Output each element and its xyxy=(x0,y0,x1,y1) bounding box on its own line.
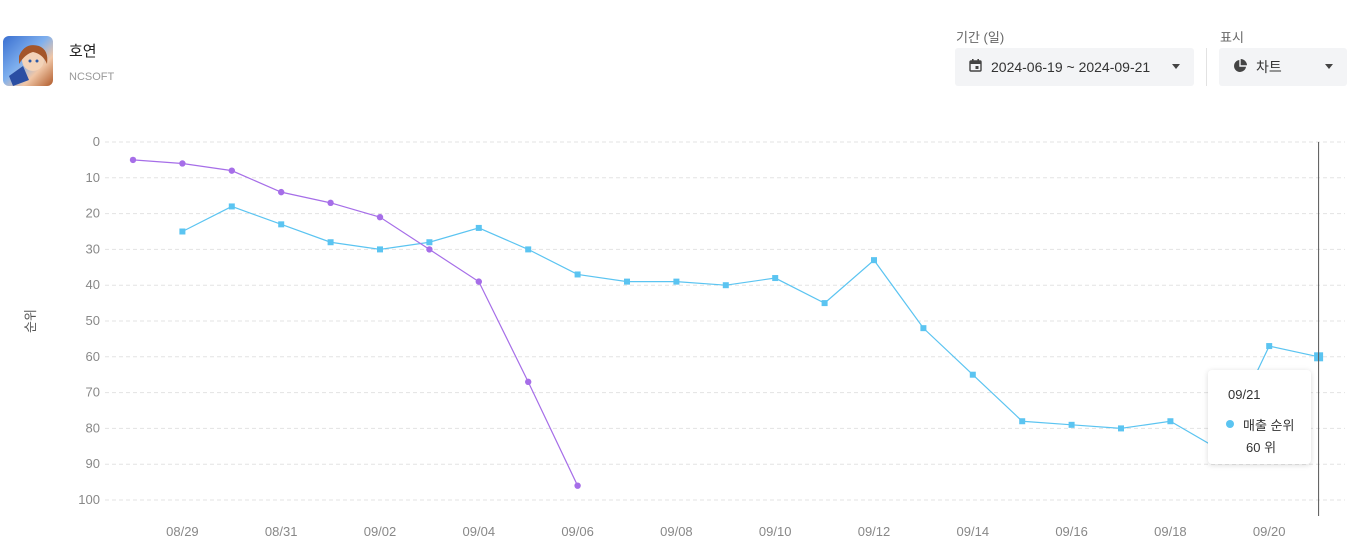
tooltip-series-name: 매출 순위 xyxy=(1243,418,1295,433)
chevron-down-icon xyxy=(1325,64,1333,69)
x-tick-label: 09/12 xyxy=(858,524,891,539)
data-point xyxy=(525,378,532,386)
data-point xyxy=(1019,418,1026,425)
pie-chart-icon xyxy=(1233,58,1247,76)
data-point xyxy=(1167,418,1174,425)
data-point xyxy=(871,257,877,264)
series-line xyxy=(182,205,1319,451)
tooltip-series-dot xyxy=(1226,420,1234,428)
tooltip-series-value: 60 위 xyxy=(1246,440,1277,455)
data-point xyxy=(278,188,285,196)
x-tick-label: 08/31 xyxy=(265,524,298,539)
series-line xyxy=(132,159,579,486)
data-point xyxy=(179,228,186,235)
data-point xyxy=(821,300,828,307)
x-tick-label: 09/10 xyxy=(759,524,792,539)
data-point xyxy=(772,275,779,282)
data-point xyxy=(129,156,137,164)
data-point xyxy=(475,278,482,285)
x-tick-label: 08/29 xyxy=(166,524,199,539)
data-point xyxy=(179,160,186,167)
data-point xyxy=(327,199,334,207)
period-label: 기간 (일) xyxy=(956,30,1005,45)
game-character-icon xyxy=(3,36,53,86)
y-tick-label: 60 xyxy=(86,349,100,364)
data-point xyxy=(278,221,285,228)
data-point xyxy=(426,246,433,253)
display-dropdown[interactable]: 차트 xyxy=(1219,48,1347,86)
data-point xyxy=(228,167,235,174)
grid xyxy=(105,141,1345,501)
data-point xyxy=(1266,343,1273,350)
x-tick-label: 09/06 xyxy=(561,524,594,539)
y-tick-label: 0 xyxy=(93,134,100,149)
data-point xyxy=(969,371,976,378)
data-point xyxy=(475,224,482,231)
x-tick-label: 09/02 xyxy=(364,524,397,539)
x-tick-label: 09/04 xyxy=(463,524,496,539)
data-point xyxy=(1068,421,1075,428)
y-tick-label: 100 xyxy=(78,492,100,507)
app-header: 호연 NCSOFT 기간 (일) 2024-06-19 ~ 2024-09-21… xyxy=(0,0,1349,110)
y-axis-label: 순위 xyxy=(23,309,38,333)
series-1 xyxy=(179,203,1324,453)
divider xyxy=(1206,48,1207,86)
data-point xyxy=(624,278,630,285)
y-tick-label: 40 xyxy=(86,277,100,292)
data-point xyxy=(673,278,680,285)
data-point xyxy=(228,203,235,210)
calendar-icon xyxy=(969,59,982,75)
rank-chart: 0 10 20 30 40 50 60 70 80 90 100 08/29 08/31 09/02 09… xyxy=(23,134,1345,539)
data-point xyxy=(1118,425,1124,432)
y-axis: 0 10 20 30 40 50 60 70 80 90 100 xyxy=(78,134,100,507)
y-tick-label: 80 xyxy=(86,420,100,435)
y-tick-label: 70 xyxy=(86,385,100,400)
data-point xyxy=(574,482,581,489)
y-tick-label: 10 xyxy=(86,170,100,185)
data-point xyxy=(327,239,334,246)
app-title: 호연 xyxy=(69,43,97,60)
data-point xyxy=(920,325,927,332)
data-point xyxy=(377,246,383,253)
data-point xyxy=(722,282,729,289)
y-tick-label: 90 xyxy=(86,456,100,471)
data-point xyxy=(376,213,384,221)
series-layer xyxy=(129,156,1324,489)
y-tick-label: 50 xyxy=(86,313,100,328)
chevron-down-icon xyxy=(1172,64,1180,69)
y-tick-label: 30 xyxy=(86,241,100,256)
data-point xyxy=(525,246,532,253)
series-2 xyxy=(129,156,581,489)
chart-tooltip: 09/21 매출 순위 60 위 xyxy=(1208,370,1311,464)
period-dropdown[interactable]: 2024-06-19 ~ 2024-09-21 xyxy=(955,48,1194,86)
app-publisher: NCSOFT xyxy=(69,71,115,83)
x-tick-label: 09/20 xyxy=(1253,524,1286,539)
display-label: 표시 xyxy=(1220,30,1244,45)
x-tick-label: 09/14 xyxy=(957,524,990,539)
x-axis: 08/29 08/31 09/02 09/04 09/06 09/08 09/10 09/12… xyxy=(166,524,1285,539)
period-value: 2024-06-19 ~ 2024-09-21 xyxy=(991,59,1151,75)
data-point xyxy=(426,239,433,246)
y-tick-label: 20 xyxy=(86,206,100,221)
x-tick-label: 09/08 xyxy=(660,524,693,539)
display-value: 차트 xyxy=(1256,59,1282,75)
x-tick-label: 09/16 xyxy=(1055,524,1088,539)
x-tick-label: 09/18 xyxy=(1154,524,1187,539)
tooltip-date: 09/21 xyxy=(1228,387,1261,402)
data-point xyxy=(574,271,581,278)
